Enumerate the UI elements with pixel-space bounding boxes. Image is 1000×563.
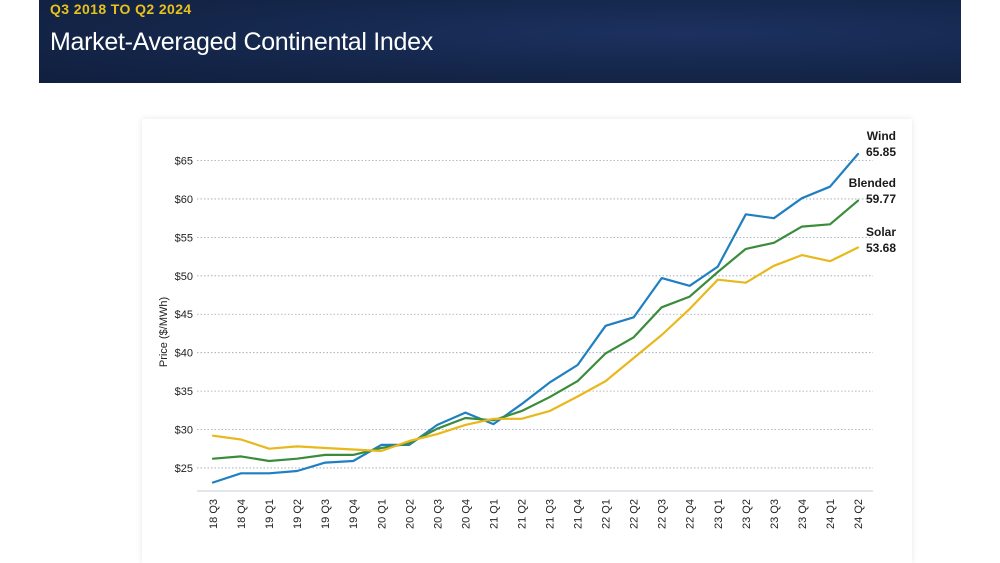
- y-tick-label: $50: [175, 271, 193, 283]
- x-tick-label: 22 Q4: [685, 499, 697, 529]
- y-tick-label: $35: [175, 386, 193, 398]
- x-tick-label: 19 Q1: [264, 499, 276, 529]
- end-label-value-solar: 53.68: [866, 241, 896, 255]
- y-tick-label: $25: [175, 463, 193, 475]
- page-title: Market-Averaged Continental Index: [50, 28, 433, 56]
- x-tick-label: 19 Q3: [320, 499, 332, 529]
- y-tick-label: $30: [175, 425, 193, 437]
- x-tick-label: 20 Q2: [404, 499, 416, 529]
- x-tick-label: 22 Q3: [657, 499, 669, 529]
- chart-card: $25 $30 $35 $40 $45 $50 $55 $60 $65 18 Q3 18 Q4 19 …: [142, 119, 912, 563]
- x-tick-label: 19 Q2: [292, 499, 304, 529]
- y-tick-label: $45: [175, 309, 193, 321]
- x-tick-label: 19 Q4: [348, 499, 360, 529]
- y-axis-title: Price ($/MWh): [158, 297, 170, 367]
- x-tick-label: 24 Q2: [853, 499, 865, 529]
- x-tick-label: 21 Q4: [573, 499, 585, 529]
- series-line-wind: [211, 152, 860, 484]
- x-tick-label: 22 Q1: [601, 499, 613, 529]
- end-label-name-solar: Solar: [866, 225, 896, 239]
- x-tick-label: 18 Q4: [236, 499, 248, 529]
- y-tick-label: $40: [175, 348, 193, 360]
- x-tick-label: 21 Q3: [545, 499, 557, 529]
- series-line-solar: [211, 246, 860, 453]
- date-range-label: Q3 2018 TO Q2 2024: [50, 1, 192, 17]
- line-chart: $25 $30 $35 $40 $45 $50 $55 $60 $65 18 Q3 18 Q4 19 …: [158, 129, 896, 529]
- x-tick-label: 24 Q1: [825, 499, 837, 529]
- y-tick-label: $65: [175, 156, 193, 168]
- x-tick-label: 22 Q2: [629, 499, 641, 529]
- y-tick-label: $60: [175, 194, 193, 206]
- x-tick-label: 23 Q3: [769, 499, 781, 529]
- x-tick-label: 21 Q1: [488, 499, 500, 529]
- end-label-name-blended: Blended: [849, 176, 896, 190]
- series-line-blended: [211, 199, 860, 463]
- x-tick-label: 21 Q2: [516, 499, 528, 529]
- x-tick-label: 23 Q4: [797, 499, 809, 529]
- end-label-value-wind: 65.85: [866, 145, 896, 159]
- end-label-value-blended: 59.77: [866, 192, 896, 206]
- x-tick-label: 23 Q2: [741, 499, 753, 529]
- x-tick-label: 20 Q4: [460, 499, 472, 529]
- x-tick-label: 23 Q1: [713, 499, 725, 529]
- x-tick-label: 20 Q3: [432, 499, 444, 529]
- header-band: Q3 2018 TO Q2 2024 Market-Averaged Conti…: [39, 0, 961, 83]
- x-tick-label: 18 Q3: [208, 499, 220, 529]
- end-label-name-wind: Wind: [867, 129, 896, 143]
- x-tick-label: 20 Q1: [376, 499, 388, 529]
- y-tick-label: $55: [175, 232, 193, 244]
